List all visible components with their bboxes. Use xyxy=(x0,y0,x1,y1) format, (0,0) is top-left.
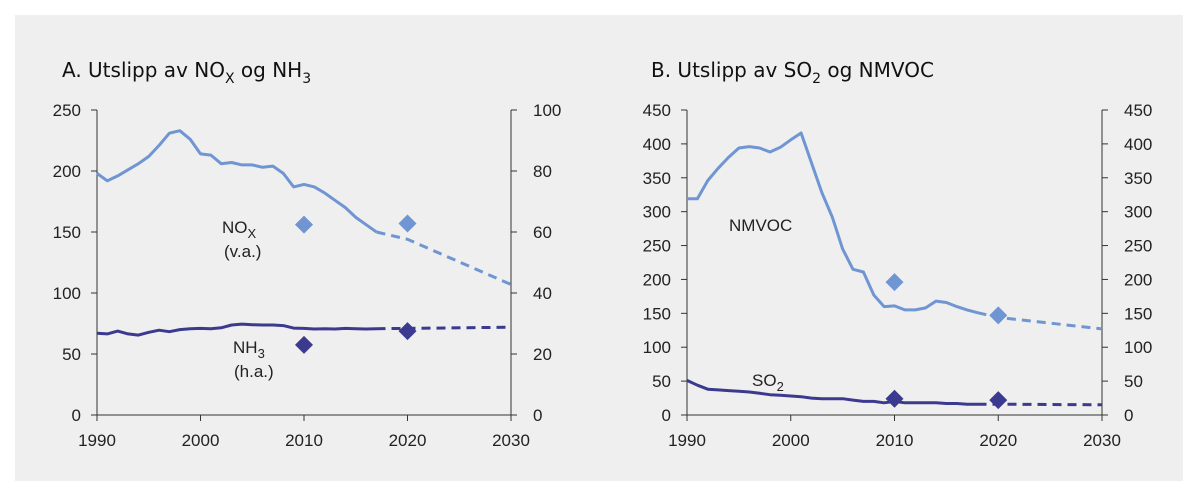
so2-target-marker xyxy=(989,391,1008,410)
figure-background: A. Utslipp av NOX og NH3 B. Utslipp av S… xyxy=(15,15,1183,481)
y-right-tick-label: 20 xyxy=(533,345,552,364)
panel-a-title: A. Utslipp av NOX og NH3 xyxy=(62,58,311,87)
nmvoc-target-marker xyxy=(989,306,1008,325)
nmvoc-annotation-label: NMVOC xyxy=(729,216,792,235)
y-right-tick-label: 80 xyxy=(533,162,552,181)
y-left-tick-label: 0 xyxy=(662,406,671,425)
nh3-annotation-label: NH3 xyxy=(233,338,265,361)
panel-b-axes xyxy=(686,110,1103,416)
nh3-annotation-axis-note: (h.a.) xyxy=(234,362,274,381)
x-tick-label: 2020 xyxy=(979,431,1017,450)
y-right-tick-label: 50 xyxy=(1124,372,1143,391)
x-tick-label: 2000 xyxy=(772,431,810,450)
y-left-tick-label: 250 xyxy=(53,101,81,120)
y-left-tick-label: 450 xyxy=(643,101,671,120)
panel-a-ticks: 1990 2000 2010 2020 203005010015020025002040… xyxy=(53,101,562,450)
x-tick-label: 2030 xyxy=(492,431,530,450)
y-right-tick-label: 40 xyxy=(533,284,552,303)
chart-canvas: A. Utslipp av NOX og NH3 B. Utslipp av S… xyxy=(53,58,1153,450)
y-left-tick-label: 100 xyxy=(53,284,81,303)
nox-annotation-label: NOX xyxy=(222,218,257,241)
y-left-tick-label: 100 xyxy=(643,338,671,357)
nh3-projection-line xyxy=(376,325,512,331)
nox-annotation-axis-note: (v.a.) xyxy=(224,242,261,261)
y-left-tick-label: 150 xyxy=(53,223,81,242)
panel-b-axis-frame xyxy=(686,110,1103,416)
panel-b-title: B. Utslipp av SO2 og NMVOC xyxy=(651,58,934,87)
y-left-tick-label: 0 xyxy=(72,406,81,425)
so2-annotation-label: SO2 xyxy=(752,371,784,394)
y-right-tick-label: 400 xyxy=(1124,135,1152,154)
x-tick-label: 2010 xyxy=(876,431,914,450)
nox-target-marker xyxy=(398,214,417,233)
y-left-tick-label: 50 xyxy=(62,345,81,364)
y-right-tick-label: 60 xyxy=(533,223,552,242)
nox-series-line xyxy=(96,129,378,234)
x-tick-label: 1990 xyxy=(78,431,116,450)
nmvoc-target-marker xyxy=(885,273,904,292)
y-left-tick-label: 150 xyxy=(643,304,671,323)
y-right-tick-label: 300 xyxy=(1124,203,1152,222)
nh3-target-marker xyxy=(295,335,313,354)
nh3-target-marker xyxy=(398,322,417,341)
y-right-tick-label: 0 xyxy=(533,406,542,425)
panel-a-axis-frame xyxy=(96,110,512,416)
y-left-tick-label: 400 xyxy=(643,135,671,154)
nmvoc-series-line xyxy=(687,131,978,315)
panel-b-ticks: 1990 2000 2010 2020 203005010015020025030035… xyxy=(643,101,1153,450)
so2-target-marker xyxy=(885,389,904,408)
y-right-tick-label: 150 xyxy=(1124,304,1152,323)
y-right-tick-label: 350 xyxy=(1124,169,1152,188)
nh3-series-line xyxy=(96,322,377,337)
panel-a-series xyxy=(96,129,512,354)
so2-series-line xyxy=(686,379,978,406)
x-tick-label: 1990 xyxy=(668,431,706,450)
panel-a-axes xyxy=(96,110,512,416)
y-left-tick-label: 200 xyxy=(643,270,671,289)
y-left-tick-label: 50 xyxy=(652,372,671,391)
x-tick-label: 2030 xyxy=(1083,431,1121,450)
y-right-tick-label: 250 xyxy=(1124,237,1152,256)
y-right-tick-label: 0 xyxy=(1124,406,1133,425)
x-tick-label: 2010 xyxy=(285,431,323,450)
x-tick-label: 2000 xyxy=(182,431,220,450)
x-tick-label: 2020 xyxy=(389,431,427,450)
y-left-tick-label: 250 xyxy=(643,237,671,256)
y-right-tick-label: 450 xyxy=(1124,101,1152,120)
y-right-tick-label: 200 xyxy=(1124,270,1152,289)
panel-b-series xyxy=(686,131,1103,410)
y-right-tick-label: 100 xyxy=(533,101,561,120)
y-right-tick-label: 100 xyxy=(1124,338,1152,357)
nox-target-marker xyxy=(295,215,313,234)
y-left-tick-label: 300 xyxy=(643,203,671,222)
nox-projection-line xyxy=(376,230,512,286)
y-left-tick-label: 350 xyxy=(643,169,671,188)
y-left-tick-label: 200 xyxy=(53,162,81,181)
